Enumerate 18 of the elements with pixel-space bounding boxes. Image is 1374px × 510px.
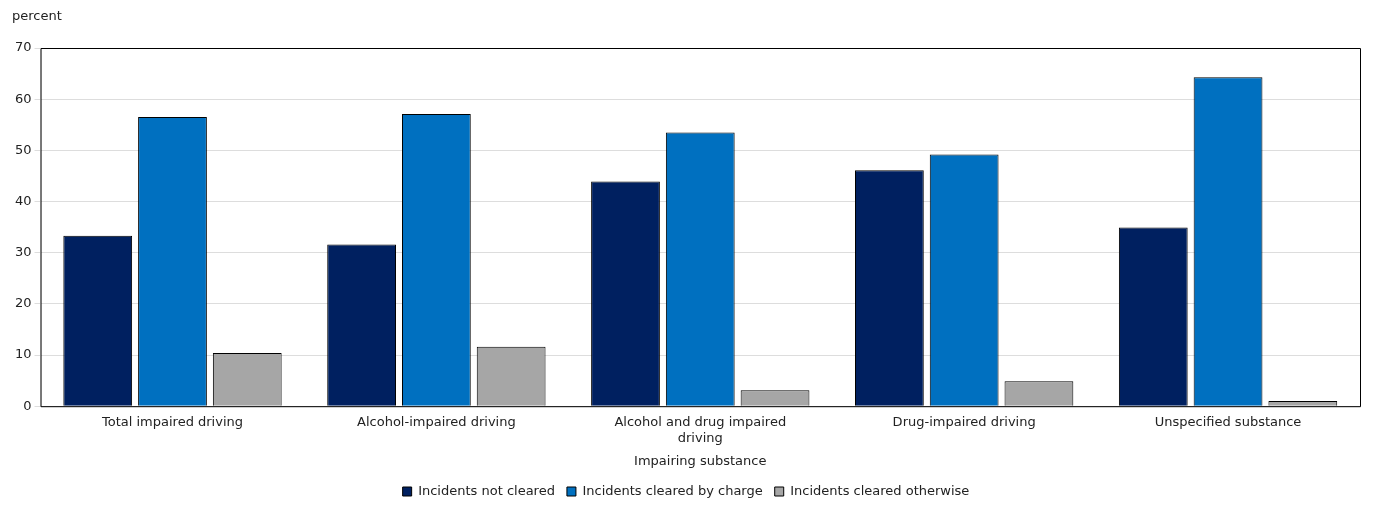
x-tick-label: Alcohol and drug impaired driving — [614, 414, 787, 445]
x-tick-label: Total impaired driving — [100, 414, 244, 430]
legend-label: Incidents not cleared — [418, 482, 555, 498]
y-axis-title: percent — [12, 7, 62, 23]
y-tick-label: 0 — [23, 397, 32, 413]
x-tick-label: Drug-impaired driving — [892, 414, 1036, 430]
x-tick-label: Unspecified substance — [1154, 414, 1302, 430]
y-tick-label: 70 — [15, 39, 32, 55]
y-tick-label: 10 — [15, 346, 32, 362]
legend-label: Incidents cleared otherwise — [790, 482, 970, 498]
y-tick-label: 50 — [15, 141, 32, 157]
y-tick-label: 30 — [15, 244, 32, 260]
y-tick-label: 40 — [15, 192, 32, 208]
x-axis-title: Impairing substance — [634, 452, 767, 468]
legend-label: Incidents cleared by charge — [582, 482, 763, 498]
y-tick-label: 60 — [15, 90, 32, 106]
x-tick-label: Alcohol-impaired driving — [357, 414, 516, 430]
y-tick-label: 20 — [15, 295, 32, 311]
